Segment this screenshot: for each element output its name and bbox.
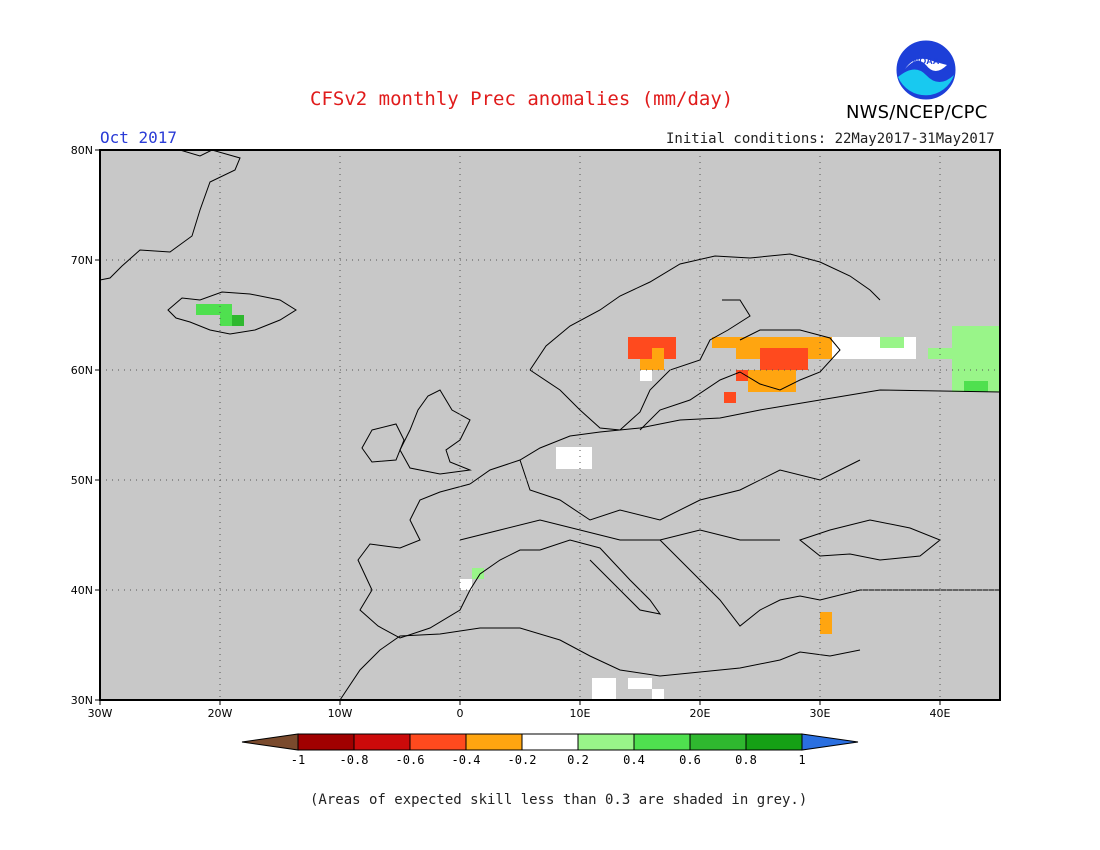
colorbar-bin xyxy=(297,733,355,751)
lon-tick-label: 10E xyxy=(570,707,591,720)
anomaly-cell xyxy=(748,370,796,392)
chart-title: CFSv2 monthly Prec anomalies (mm/day) xyxy=(310,88,734,110)
lat-tick-label: 40N xyxy=(71,584,93,597)
lon-tick-label: 30E xyxy=(810,707,831,720)
colorbar-labels: -1 -0.8 -0.6 -0.4 -0.2 0.2 0.4 0.6 0.8 1 xyxy=(291,753,806,767)
coastlines xyxy=(99,149,1001,701)
anomaly-cells xyxy=(196,304,1000,700)
skill-footnote: (Areas of expected skill less than 0.3 a… xyxy=(310,792,808,808)
colorbar-bin xyxy=(353,733,411,751)
lon-tick-label: 20W xyxy=(208,707,233,720)
colorbar-label: 1 xyxy=(798,753,805,767)
colorbar-label: 0.4 xyxy=(623,753,645,767)
colorbar-label: -0.2 xyxy=(508,753,537,767)
colorbar-label: 0.2 xyxy=(567,753,589,767)
anomaly-cell xyxy=(712,337,832,348)
colorbar xyxy=(241,733,859,751)
noaa-logo-text: NOAA xyxy=(913,56,940,66)
colorbar-low-arrow xyxy=(241,733,299,751)
lat-tick-label: 70N xyxy=(71,254,93,267)
anomaly-cell xyxy=(652,689,664,700)
anomaly-cell xyxy=(556,447,592,469)
anomaly-cell xyxy=(592,678,616,700)
anomaly-cell xyxy=(220,304,232,326)
lat-tick-label: 60N xyxy=(71,364,93,377)
anomaly-cell xyxy=(820,612,832,634)
colorbar-bin xyxy=(465,733,523,751)
noaa-logo: NOAA xyxy=(895,39,957,101)
colorbar-bin xyxy=(633,733,691,751)
latitude-labels: 80N 70N 60N 50N 40N 30N xyxy=(71,144,100,707)
lon-tick-label: 10W xyxy=(328,707,353,720)
lon-tick-label: 30W xyxy=(88,707,113,720)
lat-tick-label: 80N xyxy=(71,144,93,157)
colorbar-label: -1 xyxy=(291,753,305,767)
map-grid xyxy=(100,150,1000,700)
colorbar-high-arrow xyxy=(801,733,859,751)
anomaly-cell xyxy=(652,348,664,370)
colorbar-label: -0.8 xyxy=(340,753,369,767)
forecast-month: Oct 2017 xyxy=(100,128,178,147)
anomaly-cell xyxy=(928,348,952,359)
anomaly-cell xyxy=(196,304,220,315)
colorbar-label: -0.6 xyxy=(396,753,425,767)
colorbar-label: 0.8 xyxy=(735,753,757,767)
colorbar-bin xyxy=(409,733,467,751)
anomaly-cell xyxy=(640,359,652,370)
colorbar-label: 0.6 xyxy=(679,753,701,767)
anomaly-cell xyxy=(964,381,988,392)
colorbar-bin xyxy=(521,733,579,751)
colorbar-bin xyxy=(577,733,635,751)
agency-label: NWS/NCEP/CPC xyxy=(846,102,988,123)
anomaly-cell xyxy=(472,568,484,579)
anomaly-cell xyxy=(232,315,244,326)
lon-tick-label: 20E xyxy=(690,707,711,720)
anomaly-cell xyxy=(460,579,472,590)
lon-tick-label: 0 xyxy=(457,707,464,720)
anomaly-cell xyxy=(628,678,652,689)
anomaly-cell xyxy=(724,392,736,403)
colorbar-bin xyxy=(745,733,803,751)
anomaly-cell xyxy=(640,370,652,381)
map-background xyxy=(100,150,1000,700)
colorbar-label: -0.4 xyxy=(452,753,481,767)
map-frame xyxy=(99,149,1001,701)
anomaly-cell xyxy=(880,337,904,348)
colorbar-bin xyxy=(689,733,747,751)
lat-tick-label: 50N xyxy=(71,474,93,487)
lat-tick-label: 30N xyxy=(71,694,93,707)
longitude-labels: 30W 20W 10W 0 10E 20E 30E 40E xyxy=(88,700,951,720)
lon-tick-label: 40E xyxy=(930,707,951,720)
anomaly-cell xyxy=(760,348,808,370)
initial-conditions: Initial conditions: 22May2017-31May2017 xyxy=(666,131,995,147)
